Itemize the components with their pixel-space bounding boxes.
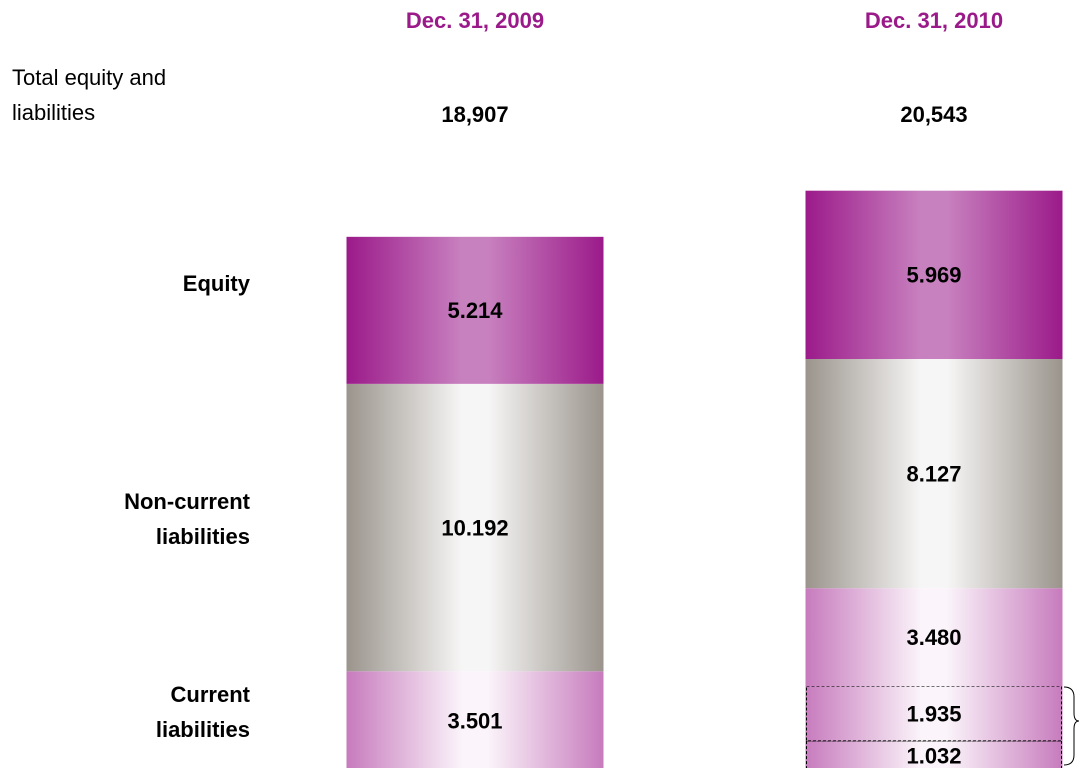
dashed-outline [806, 685, 1062, 742]
segment-label: 1.935 [906, 701, 961, 726]
segment-label: 1.032 [906, 743, 961, 768]
brace [1063, 686, 1079, 766]
bar-segment [805, 190, 1063, 360]
category-label: Dec. 31, 2009 [406, 8, 544, 33]
segment-label: 3.501 [447, 708, 502, 733]
bar-segment [805, 359, 1063, 589]
bar-segment [346, 236, 604, 384]
bar-segment [805, 740, 1063, 768]
series-label: Non-current liabilities [124, 488, 250, 549]
series-label: Equity [182, 271, 250, 297]
total-value: 18,907 [441, 102, 508, 127]
bar-segment [805, 686, 1063, 741]
segment-label: 3.480 [906, 625, 961, 650]
bar-segment [346, 383, 604, 672]
bar-segment [805, 588, 1063, 687]
total-value: 20,543 [900, 102, 967, 127]
segment-label: 5.214 [447, 298, 503, 323]
category-label: Dec. 31, 2010 [865, 8, 1003, 33]
bar-segment [346, 671, 604, 768]
segment-label: 8.127 [906, 461, 961, 486]
totals-label: Total equity and liabilities [12, 65, 167, 125]
segment-label: 5.969 [906, 263, 961, 288]
series-label: Current liabilities [155, 681, 250, 742]
segment-label: 10.192 [441, 515, 508, 540]
